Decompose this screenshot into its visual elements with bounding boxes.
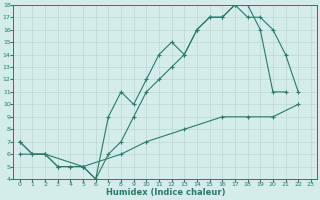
X-axis label: Humidex (Indice chaleur): Humidex (Indice chaleur) bbox=[106, 188, 225, 197]
